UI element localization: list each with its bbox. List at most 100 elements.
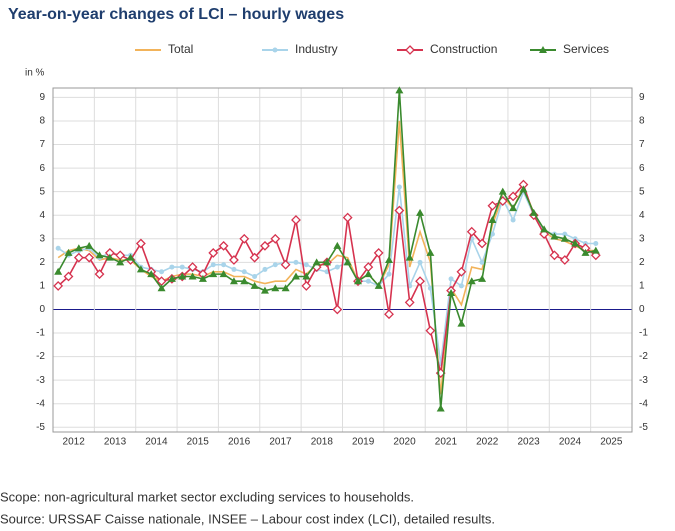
y2-tick-label: 1	[639, 281, 645, 292]
marker	[489, 231, 495, 237]
marker	[479, 259, 485, 265]
marker	[322, 258, 331, 266]
series-line	[57, 90, 596, 409]
marker	[416, 208, 425, 216]
marker	[466, 226, 477, 237]
y-tick-label: -5	[36, 422, 45, 433]
marker	[447, 288, 456, 296]
marker	[85, 241, 94, 249]
marker	[73, 252, 84, 263]
marker	[426, 248, 435, 256]
x-tick-label: 2021	[435, 437, 458, 448]
x-tick-label: 2012	[63, 437, 86, 448]
marker	[302, 272, 311, 280]
y2-tick-label: -1	[639, 328, 648, 339]
y-tick-label: 3	[39, 233, 45, 244]
footnote: Scope: non-agricultural market sector ex…	[0, 489, 414, 504]
marker	[593, 241, 599, 247]
marker	[487, 200, 498, 211]
marker	[250, 281, 259, 289]
y2-tick-label: 2	[639, 257, 645, 268]
y2-tick-label: 6	[639, 163, 645, 174]
y-tick-label: 0	[39, 304, 45, 315]
marker	[105, 253, 114, 261]
marker	[272, 262, 278, 268]
marker	[519, 185, 528, 193]
marker	[560, 234, 569, 242]
marker	[405, 253, 414, 261]
marker	[477, 238, 487, 249]
marker	[280, 259, 291, 270]
y-tick-label: 6	[39, 163, 45, 174]
marker	[209, 270, 218, 278]
marker	[539, 229, 550, 240]
marker	[478, 274, 487, 282]
x-tick-label: 2013	[104, 437, 127, 448]
marker	[147, 270, 156, 278]
marker	[231, 266, 237, 272]
marker	[427, 285, 433, 291]
marker	[270, 233, 281, 244]
marker	[260, 240, 270, 251]
y2-tick-label: 0	[639, 304, 645, 315]
marker	[95, 251, 104, 259]
y2-tick-label: 8	[639, 116, 645, 127]
legend-marker	[405, 45, 415, 55]
y2-tick-label: 9	[639, 92, 645, 103]
marker	[260, 286, 269, 294]
y-tick-label: 1	[39, 281, 45, 292]
x-tick-label: 2018	[311, 437, 334, 448]
marker	[394, 205, 405, 216]
y2-tick-label: -2	[639, 351, 648, 362]
legend-label: Services	[563, 42, 609, 56]
marker	[167, 274, 176, 282]
marker	[229, 255, 239, 265]
y-tick-label: 4	[39, 210, 45, 221]
y-tick-label: 7	[39, 139, 45, 150]
x-tick-label: 2014	[145, 437, 168, 448]
marker	[581, 248, 590, 256]
y2-tick-label: -4	[639, 398, 648, 409]
marker	[159, 269, 165, 275]
marker	[395, 86, 404, 94]
x-tick-label: 2023	[517, 437, 540, 448]
y-tick-label: 9	[39, 92, 45, 103]
marker	[529, 208, 538, 216]
legend-marker	[272, 47, 278, 53]
marker	[169, 264, 175, 270]
y2-tick-label: 3	[639, 233, 645, 244]
marker	[74, 244, 83, 252]
marker	[64, 248, 73, 256]
marker	[456, 266, 467, 277]
y-tick-label: 2	[39, 257, 45, 268]
marker	[562, 231, 568, 237]
series-line	[57, 186, 596, 364]
marker	[457, 319, 466, 327]
x-tick-label: 2015	[187, 437, 210, 448]
marker	[53, 280, 64, 291]
x-tick-label: 2016	[228, 437, 251, 448]
marker	[291, 215, 301, 225]
marker	[417, 259, 423, 265]
x-tick-label: 2025	[600, 437, 623, 448]
marker	[157, 284, 166, 292]
marker	[342, 212, 353, 223]
y-tick-label: -1	[36, 328, 45, 339]
marker	[467, 277, 476, 285]
marker	[252, 273, 258, 279]
marker	[333, 241, 342, 249]
marker	[219, 270, 228, 278]
y2-tick-label: -3	[639, 375, 648, 386]
y2-tick-label: 5	[639, 186, 645, 197]
marker	[135, 238, 146, 249]
marker	[498, 187, 507, 195]
marker	[540, 225, 549, 233]
marker	[384, 309, 394, 320]
marker	[404, 297, 415, 308]
marker	[116, 258, 125, 266]
chart-title: Year-on-year changes of LCI – hourly wag…	[8, 6, 344, 23]
marker	[188, 272, 197, 280]
marker	[293, 259, 299, 265]
marker	[115, 250, 126, 261]
marker	[210, 262, 216, 268]
